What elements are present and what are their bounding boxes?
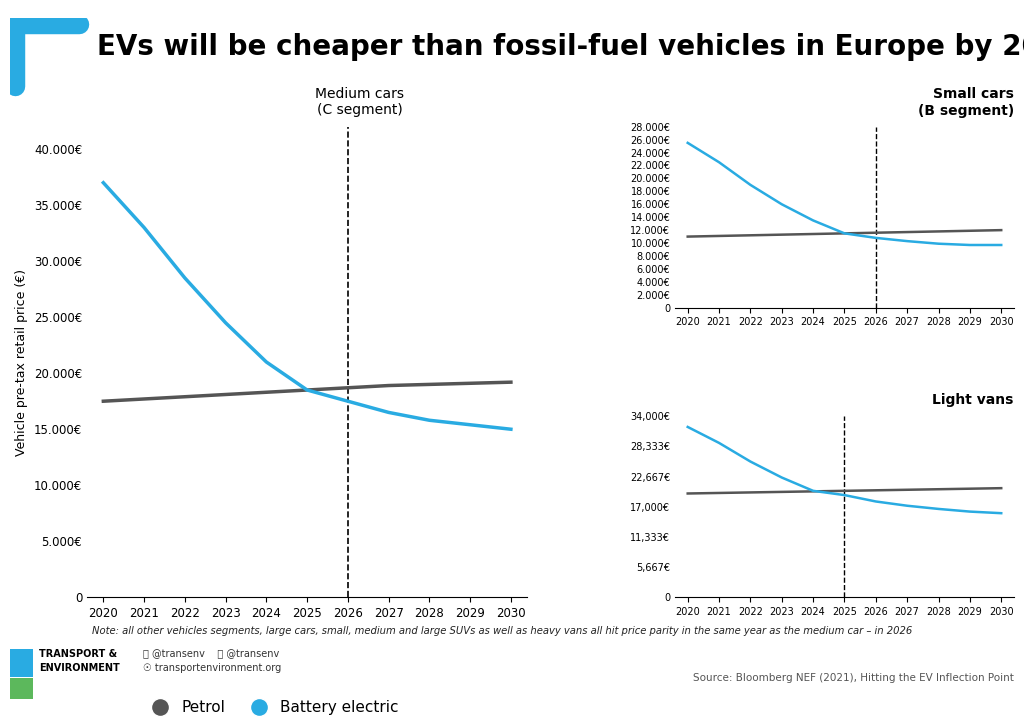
Text: Medium cars
(C segment): Medium cars (C segment) [315,87,404,117]
Text: Small cars
(B segment): Small cars (B segment) [918,88,1014,118]
Text: EVs will be cheaper than fossil-fuel vehicles in Europe by 2025-2027: EVs will be cheaper than fossil-fuel veh… [97,33,1024,61]
Text: Light vans: Light vans [933,393,1014,407]
Text: TRANSPORT &
ENVIRONMENT: TRANSPORT & ENVIRONMENT [39,649,120,673]
Text: ␦ @transenv    🅱 @transenv
☉ transportenvironment.org: ␦ @transenv 🅱 @transenv ☉ transportenvir… [143,649,282,673]
Text: Note: all other vehicles segments, large cars, small, medium and large SUVs as w: Note: all other vehicles segments, large… [92,626,912,636]
Y-axis label: Vehicle pre-tax retail price (€): Vehicle pre-tax retail price (€) [15,269,29,455]
Legend: Petrol, Battery electric: Petrol, Battery electric [139,694,406,721]
Text: Source: Bloomberg NEF (2021), Hitting the EV Inflection Point: Source: Bloomberg NEF (2021), Hitting th… [693,673,1014,683]
